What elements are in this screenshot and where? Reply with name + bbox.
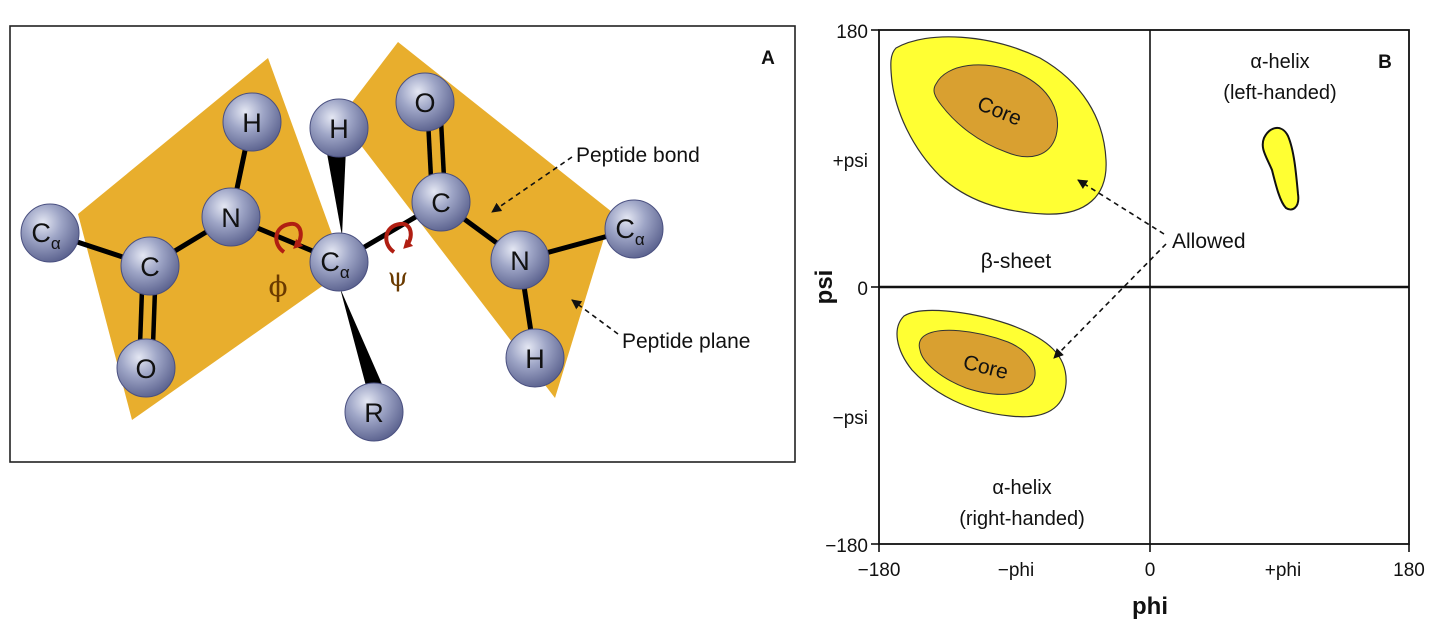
label-ca-center: Cα [320, 247, 350, 282]
atom-labels: Cα C O N H H Cα R O C N H Cα [31, 88, 645, 428]
peptide-bond-label: Peptide bond [576, 144, 700, 167]
y-tick-min: −180 [825, 536, 868, 557]
atom-h-left [222, 92, 282, 152]
label-ca-right: Cα [615, 214, 645, 249]
atom-n-right [490, 230, 550, 290]
label-o-right: O [414, 88, 435, 118]
label-r-center: R [364, 398, 384, 428]
phi-rotation-arrow [274, 221, 304, 254]
beta-sheet-label: β-sheet [981, 250, 1052, 273]
atom-ca-left [20, 203, 80, 263]
peptide-bond-arrow [491, 156, 573, 213]
core-region-beta [933, 64, 1058, 158]
atom-r-center [344, 382, 404, 442]
alpha-left-label-2: (left-handed) [1223, 82, 1336, 104]
atom-h-right [505, 328, 565, 388]
x-axis-title: phi [1132, 593, 1168, 620]
alpha-right-label-2: (right-handed) [959, 508, 1085, 530]
peptide-plane-label: Peptide plane [622, 330, 750, 353]
y-tick-labels: 180 +psi 0 −psi −180 [825, 22, 868, 557]
label-o-left: O [135, 354, 156, 384]
core-region-alpha-right [918, 329, 1036, 395]
psi-rotation-arrow [384, 221, 414, 254]
atom-ca-right [604, 199, 664, 259]
label-ca-left: Cα [31, 218, 61, 253]
psi-symbol: ψ [388, 263, 408, 293]
x-tick-labels: −180 −phi 0 +phi 180 [858, 560, 1425, 581]
atom-n-left [201, 187, 261, 247]
atom-c-left [120, 236, 180, 296]
atom-ca-center [309, 232, 369, 292]
label-c-left: C [140, 252, 160, 282]
label-n-right: N [510, 246, 530, 276]
peptide-plane-arrow [571, 299, 619, 335]
label-n-left: N [221, 203, 241, 233]
x-tick-zero: 0 [1145, 560, 1156, 581]
atoms [20, 72, 664, 442]
x-tick-neg: −phi [998, 560, 1034, 581]
wedge-bond-h [326, 148, 346, 236]
panel-b-label: B [1378, 52, 1392, 73]
alpha-left-label-1: α-helix [1250, 51, 1309, 73]
atom-h-center [309, 98, 369, 158]
panel-a-label: A [761, 48, 775, 69]
allowed-label: Allowed [1172, 230, 1246, 253]
panel-a: A [9, 25, 796, 463]
panel-b: B 180 +psi 0 −psi −180 −180 −phi 0 +phi … [811, 22, 1425, 620]
x-tick-max: 180 [1393, 560, 1425, 581]
y-tick-max: 180 [836, 22, 868, 43]
atom-c-right [411, 172, 471, 232]
peptide-plane-right [340, 42, 612, 398]
atom-o-left [116, 338, 176, 398]
allowed-region-alpha-left [1261, 127, 1300, 211]
alpha-right-label-1: α-helix [992, 477, 1051, 499]
label-h-center: H [329, 114, 349, 144]
wedge-bond-r [340, 288, 382, 386]
y-tick-neg: −psi [833, 408, 868, 429]
y-tick-pos: +psi [833, 151, 868, 172]
phi-symbol: ϕ [268, 270, 287, 303]
atom-o-right [395, 72, 455, 132]
x-tick-pos: +phi [1265, 560, 1301, 581]
x-tick-min: −180 [858, 560, 901, 581]
axis-ticks [871, 29, 1410, 552]
label-c-right: C [431, 188, 451, 218]
label-h-left: H [242, 108, 262, 138]
y-tick-zero: 0 [857, 279, 868, 300]
label-h-right: H [525, 344, 545, 374]
allowed-arrow-top [1077, 179, 1165, 235]
y-axis-title: psi [811, 270, 838, 305]
